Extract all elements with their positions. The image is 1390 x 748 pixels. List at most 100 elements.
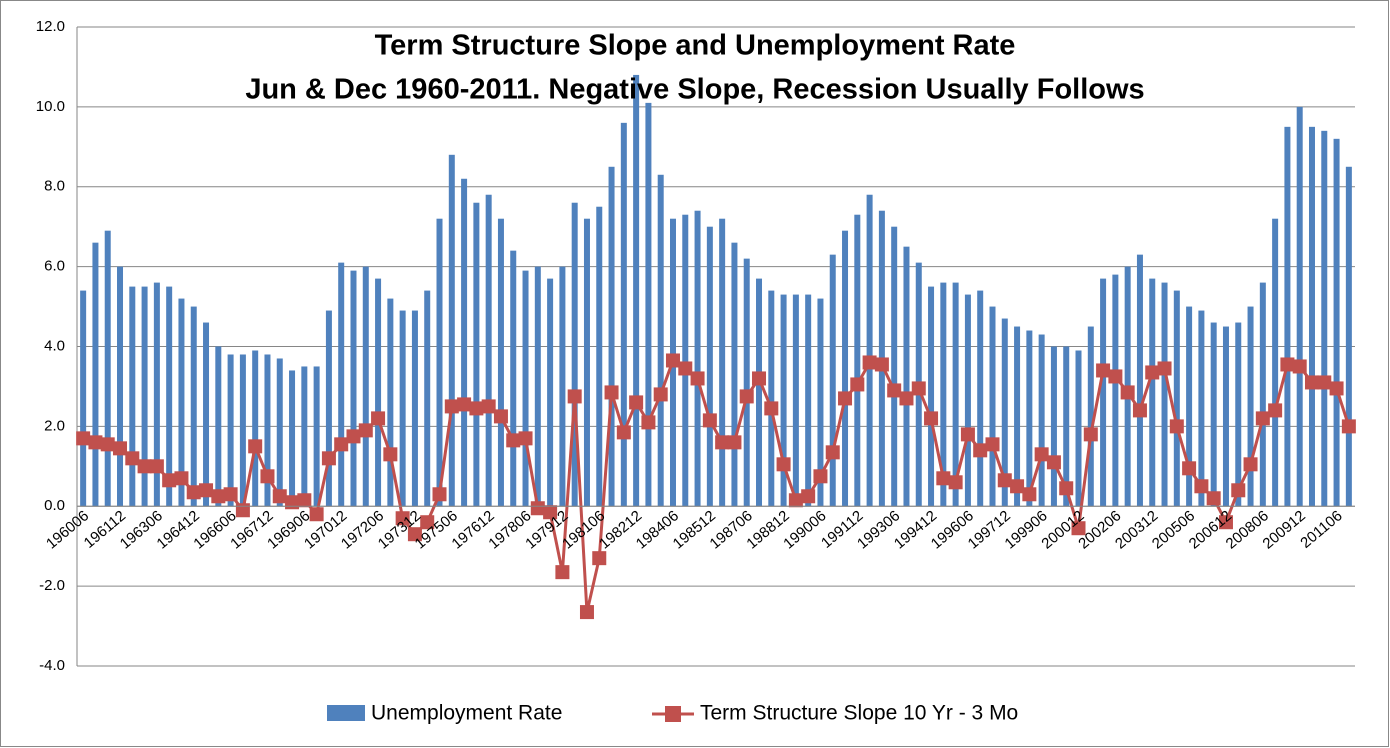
bar xyxy=(313,366,320,507)
bar xyxy=(817,298,824,507)
bar xyxy=(952,282,959,507)
marker xyxy=(395,511,410,526)
bar xyxy=(1014,326,1021,507)
bar xyxy=(141,286,148,507)
bar xyxy=(104,230,111,507)
marker xyxy=(1157,361,1172,376)
bar xyxy=(805,294,812,507)
marker xyxy=(788,493,803,508)
marker xyxy=(641,415,656,430)
bar xyxy=(768,290,775,507)
bar xyxy=(166,286,173,507)
marker xyxy=(997,473,1012,488)
marker xyxy=(1022,487,1037,502)
marker xyxy=(432,487,447,502)
marker xyxy=(420,515,435,530)
bar xyxy=(497,218,504,507)
marker xyxy=(739,389,754,404)
y-tick-label: 6.0 xyxy=(44,258,65,275)
marker xyxy=(948,475,963,490)
marker xyxy=(272,489,287,504)
bar xyxy=(903,246,910,507)
marker xyxy=(383,447,398,462)
bar xyxy=(989,306,996,507)
marker xyxy=(1059,481,1074,496)
marker xyxy=(1083,427,1098,442)
marker xyxy=(764,401,779,416)
bar xyxy=(289,370,296,507)
marker xyxy=(1255,411,1270,426)
bar xyxy=(1284,126,1291,507)
marker xyxy=(100,437,115,452)
marker xyxy=(924,411,939,426)
bar xyxy=(264,354,271,507)
bar xyxy=(473,202,480,507)
marker xyxy=(223,487,238,502)
bar xyxy=(608,166,615,507)
bar xyxy=(448,154,455,507)
bar xyxy=(338,262,345,507)
bar xyxy=(252,350,259,507)
marker xyxy=(162,473,177,488)
bar xyxy=(117,266,124,507)
marker xyxy=(862,355,877,370)
marker xyxy=(752,371,767,386)
marker xyxy=(1071,521,1086,536)
marker xyxy=(985,437,1000,452)
bar xyxy=(854,214,861,507)
marker xyxy=(1206,491,1221,506)
bar xyxy=(325,310,332,507)
marker xyxy=(371,411,386,426)
marker xyxy=(297,493,312,508)
bar xyxy=(1308,126,1315,507)
marker xyxy=(88,435,103,450)
bar xyxy=(1050,346,1057,507)
bar xyxy=(792,294,799,507)
y-tick-label: 8.0 xyxy=(44,178,65,195)
bar xyxy=(387,298,394,507)
marker xyxy=(125,451,140,466)
legend-label: Term Structure Slope 10 Yr - 3 Mo xyxy=(700,702,1018,725)
marker xyxy=(321,451,336,466)
marker xyxy=(407,527,422,542)
bar xyxy=(424,290,431,507)
bar xyxy=(829,254,836,507)
marker xyxy=(1182,461,1197,476)
legend-swatch xyxy=(327,705,365,721)
marker xyxy=(715,435,730,450)
marker xyxy=(174,471,189,486)
bar xyxy=(633,74,640,507)
y-tick-label: -2.0 xyxy=(39,577,65,594)
bar xyxy=(1100,278,1107,507)
bar xyxy=(1333,138,1340,507)
bar xyxy=(1321,130,1328,507)
bar xyxy=(411,310,418,507)
marker xyxy=(702,413,717,428)
bar xyxy=(301,366,308,507)
bar xyxy=(399,310,406,507)
bar xyxy=(645,102,652,507)
marker xyxy=(543,505,558,520)
bar xyxy=(1345,166,1352,507)
bar xyxy=(657,174,664,507)
marker xyxy=(1046,455,1061,470)
bar xyxy=(1198,310,1205,507)
bar xyxy=(842,230,849,507)
marker xyxy=(838,391,853,406)
marker xyxy=(211,489,226,504)
bar xyxy=(1149,278,1156,507)
marker xyxy=(1317,375,1332,390)
marker xyxy=(973,443,988,458)
marker xyxy=(506,433,521,448)
bar xyxy=(583,218,590,507)
marker xyxy=(248,439,263,454)
bar xyxy=(375,278,382,507)
bar xyxy=(1136,254,1143,507)
bar xyxy=(706,226,713,507)
marker xyxy=(481,399,496,414)
y-tick-label: 0.0 xyxy=(44,497,65,514)
marker xyxy=(469,401,484,416)
bar xyxy=(522,270,529,507)
marker xyxy=(1243,457,1258,472)
bar xyxy=(559,266,566,507)
